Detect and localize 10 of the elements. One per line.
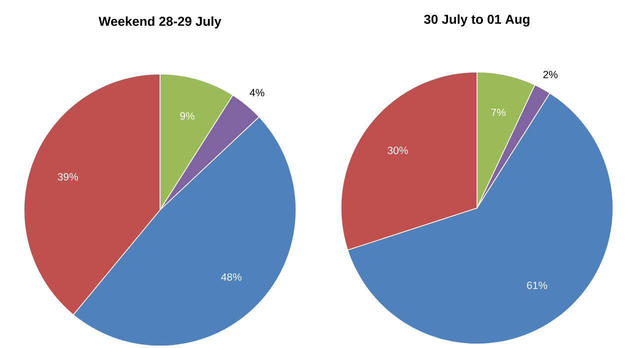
data-label: 4% xyxy=(250,88,264,96)
data-label: 7% xyxy=(491,108,506,116)
chart-title: 30 July to 01 Aug xyxy=(424,14,530,27)
data-label: 61% xyxy=(527,282,548,290)
chart-title: Weekend 28-29 July xyxy=(98,16,222,28)
data-label: 48% xyxy=(221,273,242,281)
data-label: 30% xyxy=(388,146,408,154)
data-label: 9% xyxy=(180,112,194,120)
data-label: 2% xyxy=(543,70,558,78)
data-label: 39% xyxy=(58,173,78,181)
